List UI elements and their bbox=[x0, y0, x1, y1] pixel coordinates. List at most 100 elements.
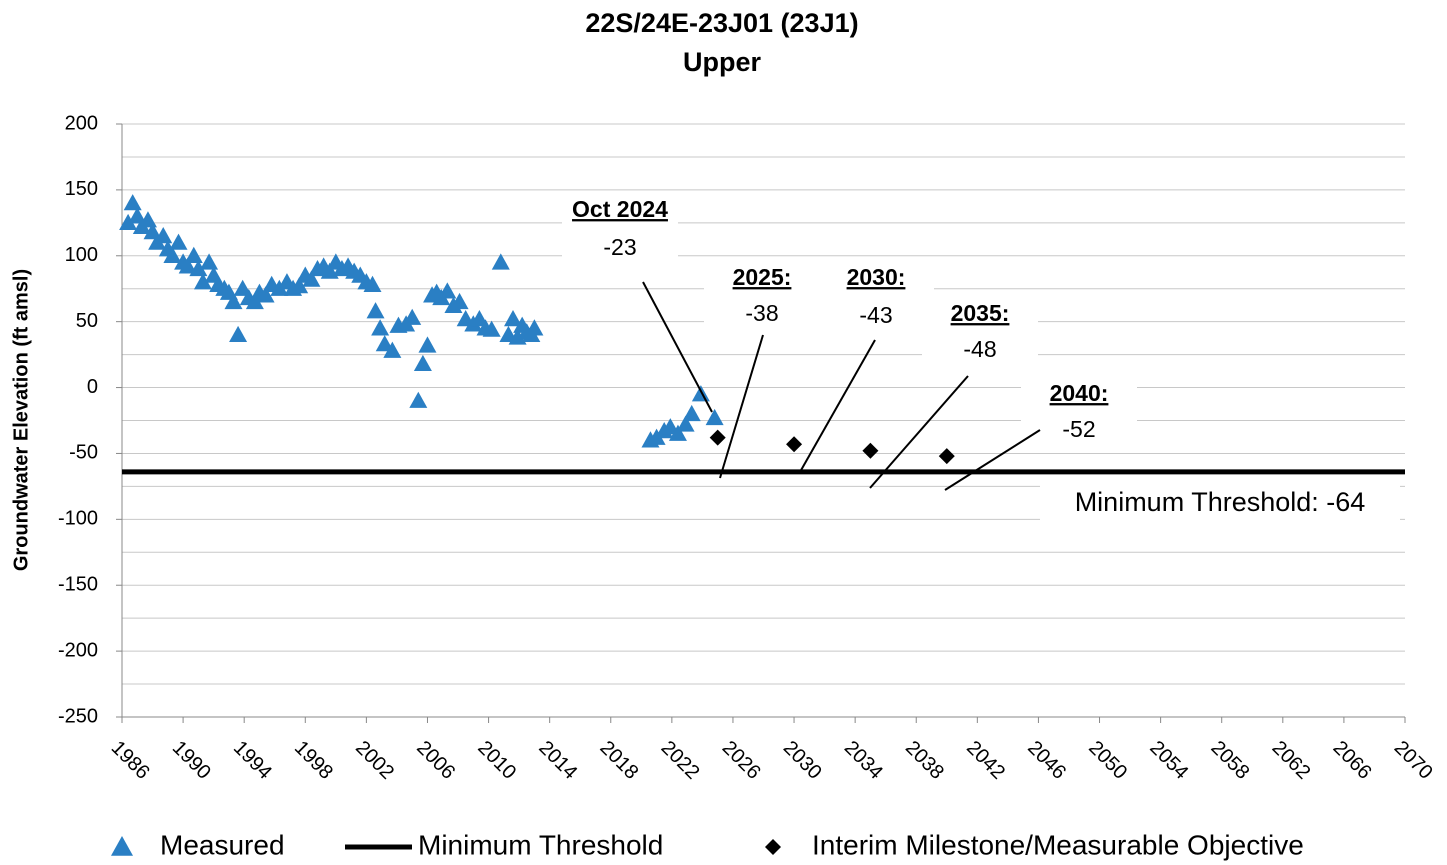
annotation-bg bbox=[562, 191, 678, 269]
measured-point bbox=[668, 424, 687, 441]
measured-point bbox=[525, 319, 544, 336]
y-axis-label: Groundwater Elevation (ft amsl) bbox=[10, 269, 32, 571]
measured-point bbox=[189, 259, 208, 277]
legend-marker bbox=[765, 839, 781, 855]
measured-point bbox=[482, 320, 501, 337]
x-tick-label: 2006 bbox=[412, 737, 459, 784]
x-tick-label: 2042 bbox=[962, 737, 1009, 784]
leader-line bbox=[642, 281, 713, 413]
milestone-point bbox=[786, 436, 803, 453]
measured-point bbox=[682, 404, 701, 422]
measured-point bbox=[245, 292, 264, 310]
x-tick-label: 2030 bbox=[779, 737, 826, 784]
x-tick-label: 1990 bbox=[168, 737, 215, 784]
measured-point bbox=[705, 408, 724, 426]
x-tick-label: 1994 bbox=[229, 737, 276, 784]
annotation-value: -23 bbox=[603, 234, 636, 260]
measured-point bbox=[169, 233, 188, 250]
annotation-bg bbox=[818, 259, 934, 337]
leader-line bbox=[799, 339, 876, 473]
threshold-label: Minimum Threshold: -64 bbox=[1075, 487, 1366, 517]
x-tick-label: 2070 bbox=[1390, 737, 1437, 784]
measured-point bbox=[256, 286, 275, 303]
annotation-value: -38 bbox=[745, 300, 778, 326]
measured-point bbox=[418, 336, 437, 353]
measured-point bbox=[438, 282, 457, 299]
annotation-bg bbox=[922, 295, 1038, 371]
measured-point bbox=[200, 253, 219, 270]
y-tick-label: -100 bbox=[58, 508, 98, 530]
x-tick-label: 1998 bbox=[290, 737, 337, 784]
milestone-point bbox=[709, 429, 726, 446]
annotation-bg bbox=[1021, 375, 1137, 451]
x-tick-label: 2026 bbox=[718, 737, 765, 784]
measured-point bbox=[691, 385, 710, 402]
x-tick-label: 2054 bbox=[1145, 737, 1192, 784]
annotation-title: 2030: bbox=[847, 264, 906, 290]
x-tick-label: 2058 bbox=[1206, 737, 1253, 784]
measured-point bbox=[676, 415, 695, 432]
x-tick-label: 2046 bbox=[1023, 737, 1070, 784]
x-tick-label: 2018 bbox=[595, 737, 642, 784]
measured-point bbox=[229, 325, 248, 343]
leader-line bbox=[944, 429, 1041, 491]
leader-line bbox=[869, 375, 969, 489]
measured-point bbox=[119, 213, 138, 231]
x-tick-label: 2066 bbox=[1329, 737, 1376, 784]
chart-subtitle: Upper bbox=[683, 47, 762, 77]
measured-point bbox=[302, 270, 321, 287]
annotation-value: -48 bbox=[963, 336, 996, 362]
annotation-title: 2035: bbox=[951, 300, 1010, 326]
y-tick-label: 50 bbox=[76, 310, 98, 332]
y-tick-label: 0 bbox=[87, 376, 98, 398]
x-tick-label: 1986 bbox=[107, 737, 154, 784]
measured-point bbox=[413, 354, 432, 372]
milestone-point bbox=[862, 442, 879, 459]
measured-point bbox=[366, 302, 385, 319]
threshold-label-bg bbox=[1040, 484, 1400, 524]
y-tick-label: -250 bbox=[58, 705, 98, 727]
leader-line bbox=[719, 334, 764, 479]
annotation-value: -43 bbox=[859, 302, 892, 328]
annotation-value: -52 bbox=[1062, 416, 1095, 442]
x-tick-label: 2034 bbox=[840, 737, 887, 784]
annotation-title: 2040: bbox=[1050, 380, 1109, 406]
y-tick-label: 150 bbox=[65, 178, 98, 200]
y-tick-label: 200 bbox=[65, 112, 98, 134]
annotation-title: 2025: bbox=[733, 264, 792, 290]
measured-point bbox=[363, 275, 382, 292]
x-tick-label: 2038 bbox=[901, 737, 948, 784]
y-tick-label: -150 bbox=[58, 574, 98, 596]
measured-point bbox=[371, 319, 390, 336]
measured-point bbox=[290, 277, 309, 294]
y-tick-label: -50 bbox=[69, 442, 98, 464]
x-tick-label: 2062 bbox=[1268, 737, 1315, 784]
legend-label: Interim Milestone/Measurable Objective bbox=[812, 829, 1304, 860]
milestone-point bbox=[938, 448, 955, 465]
legend-label: Minimum Threshold bbox=[418, 829, 663, 860]
measured-point bbox=[375, 335, 394, 352]
measured-point bbox=[504, 310, 523, 327]
measured-point bbox=[508, 328, 527, 345]
x-tick-label: 2050 bbox=[1084, 737, 1131, 784]
measured-point bbox=[193, 273, 212, 290]
legend-label: Measured bbox=[160, 829, 285, 860]
measured-point bbox=[163, 246, 182, 263]
measured-point bbox=[224, 292, 243, 310]
x-tick-label: 2010 bbox=[473, 737, 520, 784]
x-tick-label: 2014 bbox=[534, 737, 581, 784]
x-tick-label: 2002 bbox=[351, 737, 398, 784]
legend-marker bbox=[111, 836, 133, 856]
x-tick-label: 2022 bbox=[657, 737, 704, 784]
y-tick-label: -200 bbox=[58, 639, 98, 661]
measured-point bbox=[409, 391, 428, 408]
measured-point bbox=[450, 292, 469, 310]
measured-point bbox=[661, 418, 680, 435]
measured-point bbox=[403, 308, 422, 325]
y-tick-label: 100 bbox=[65, 244, 98, 266]
measured-point bbox=[178, 257, 197, 274]
chart-title: 22S/24E-23J01 (23J1) bbox=[585, 8, 858, 38]
measured-point bbox=[491, 253, 510, 270]
measured-point bbox=[123, 194, 142, 211]
